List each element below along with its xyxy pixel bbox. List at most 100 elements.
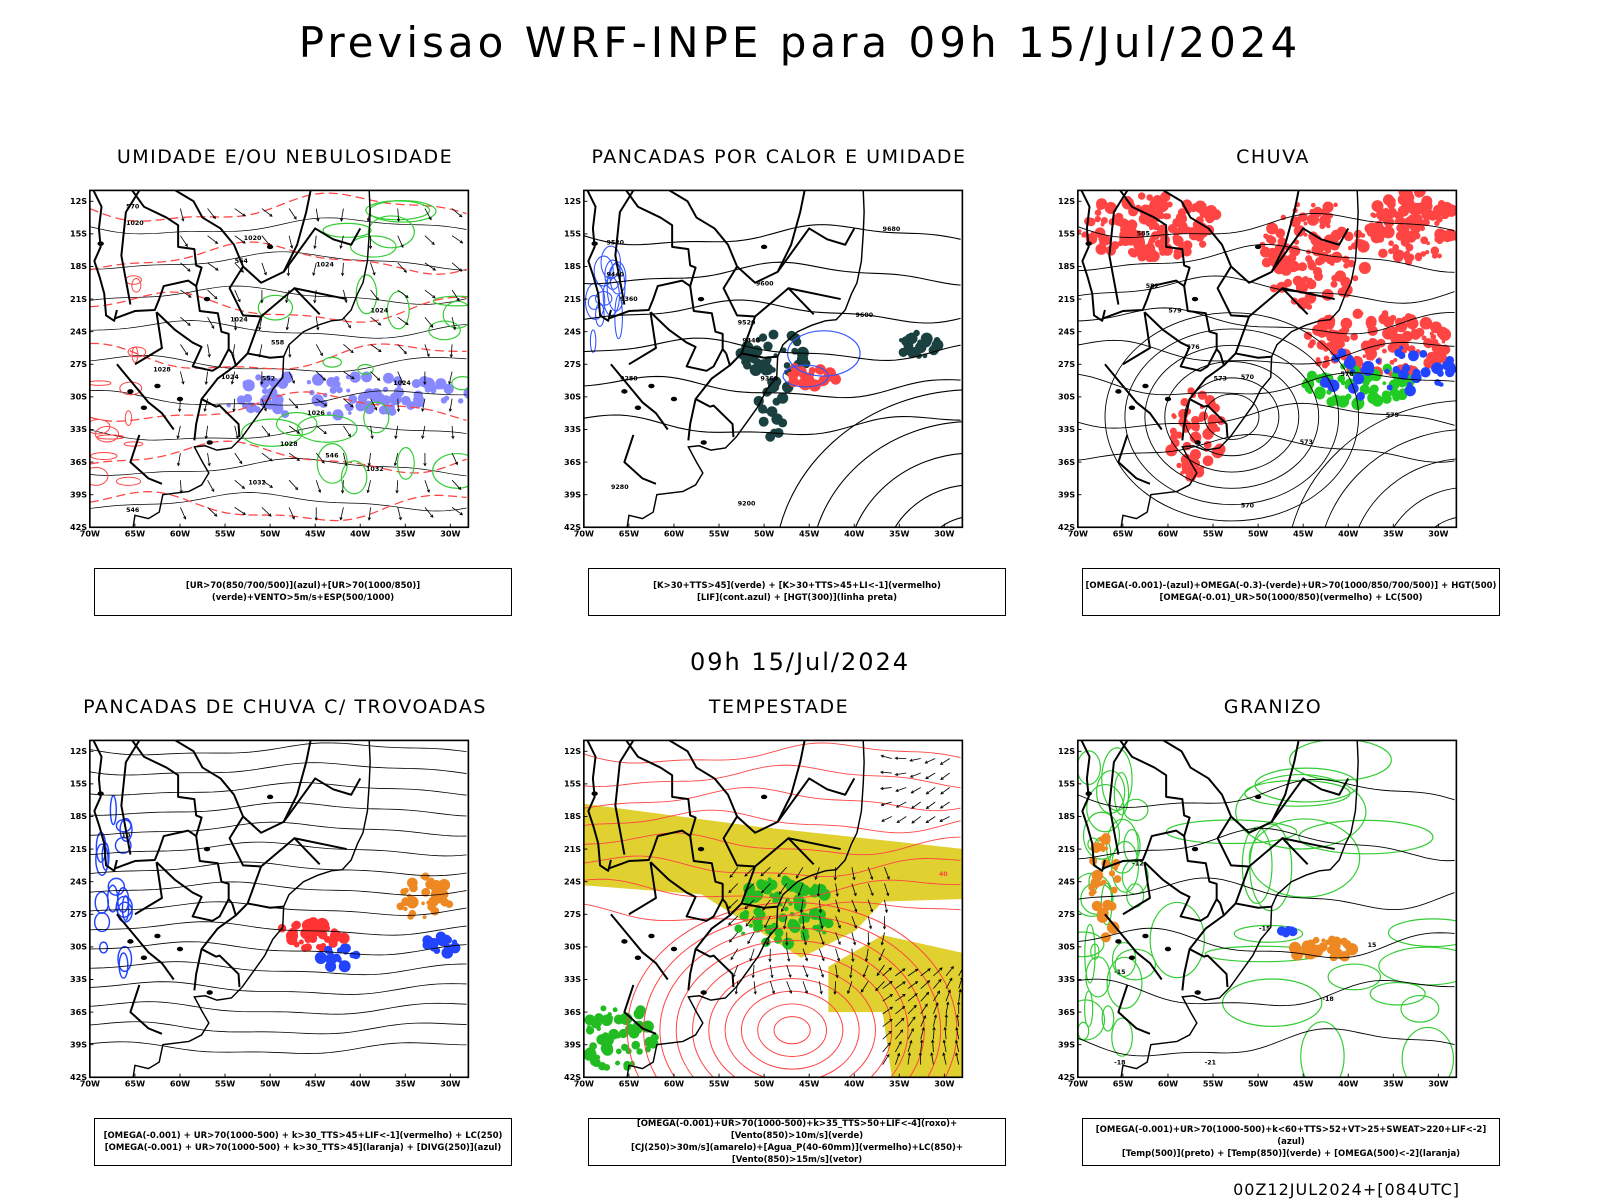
border-line xyxy=(294,837,347,851)
lon-tick-label: 60W xyxy=(664,528,684,538)
wind-vector xyxy=(867,899,873,912)
wind-arrow xyxy=(343,316,351,328)
wind-arrow xyxy=(316,398,327,407)
panel-title: CHUVA xyxy=(1236,146,1310,168)
wind-vector-head xyxy=(781,908,785,913)
wind-arrow xyxy=(343,371,355,380)
wind-arrow-head xyxy=(423,463,427,467)
wind-arrow xyxy=(261,479,273,488)
streamline xyxy=(89,961,467,976)
wind-arrow xyxy=(343,398,354,408)
border-line xyxy=(1117,984,1151,1035)
wind-arrow-head xyxy=(344,299,348,304)
wind-arrow-head xyxy=(293,216,297,220)
wind-vector xyxy=(895,1018,905,1027)
rain-red-area xyxy=(1430,246,1440,256)
wind-vector-head xyxy=(818,909,823,914)
rain-red-area xyxy=(1305,255,1313,263)
lat-tick-label: 27S xyxy=(564,909,581,919)
rain-red-area xyxy=(1100,222,1105,227)
rain-red-area xyxy=(1176,462,1182,469)
wind-arrow xyxy=(261,208,273,217)
wind-green-area xyxy=(615,1048,622,1055)
wind-vector xyxy=(802,916,805,929)
wind-arrow xyxy=(370,371,381,381)
rain-red-area xyxy=(1297,262,1308,272)
wind-vector-head xyxy=(888,1030,892,1034)
rain-red-area xyxy=(1277,237,1287,247)
wind-arrow xyxy=(343,289,347,303)
map[interactable]: 1020 1020 1024 1024 1024 1028 1024 1026 1024 1028… xyxy=(70,172,516,548)
wind-vector xyxy=(851,899,857,912)
map[interactable]: 10 12S 15S 18S 21S 24S 27S 30S 33S 36S 39S 42S 70W 65… xyxy=(70,722,516,1098)
wind-vector-head xyxy=(886,876,890,880)
wind-vector xyxy=(851,867,855,880)
storm-red-area xyxy=(328,938,338,948)
wind-arrow-head xyxy=(242,213,246,217)
map[interactable]: 9680 9600 9520 9440 9360 9280 9520 9440 9360 9280… xyxy=(564,172,1010,548)
divg-area xyxy=(341,963,348,970)
streamline xyxy=(1164,361,1300,473)
border-line xyxy=(131,740,203,837)
border-line xyxy=(116,363,175,431)
wind-green-area xyxy=(793,900,806,912)
k-tts-area xyxy=(771,376,782,387)
wind-arrow xyxy=(205,371,208,385)
wind-arrow xyxy=(315,344,323,356)
wind-arrow xyxy=(315,371,326,381)
rain-red-area xyxy=(1370,212,1376,218)
wind-vector-head xyxy=(835,893,839,897)
humid-high-area xyxy=(226,403,231,408)
wind-vector xyxy=(752,964,755,978)
lon-tick-label: 40W xyxy=(844,1078,864,1088)
wind-arrow xyxy=(342,480,344,493)
wind-arrow-head xyxy=(295,405,299,409)
humid-high-area xyxy=(265,401,275,410)
wind-vector-head xyxy=(910,1027,914,1032)
wind-arrow-head xyxy=(242,240,246,244)
map[interactable]: -12 -15 -18 -21 -15 -18 15 12S 15S 18S 21S 24S 27S 30… xyxy=(1058,722,1504,1098)
rain-red-area xyxy=(1081,233,1086,238)
wind-arrow xyxy=(286,317,290,330)
legend-line: [OMEGA(-0.001)+UR>70(1000-500)+k<60+TTS>… xyxy=(1095,1125,1487,1147)
humid-low-contour xyxy=(131,278,142,293)
rain-red-area xyxy=(1378,248,1388,259)
wind-vector-head xyxy=(744,873,748,877)
k-tts-area xyxy=(921,334,927,339)
rain-red-area xyxy=(1283,278,1293,288)
omega500-area xyxy=(1101,879,1107,885)
lake xyxy=(591,241,598,246)
border-line xyxy=(228,265,321,318)
wind-vector-head xyxy=(957,1001,961,1005)
lake xyxy=(176,396,184,402)
wind-vector-head xyxy=(795,875,799,879)
wind-arrow xyxy=(288,452,300,461)
border-line xyxy=(1101,279,1185,320)
map[interactable]: 40 12S 15S 18S 21S 24S 27S 30S 33S 36S 39S 42S 70W 65… xyxy=(564,722,1010,1098)
omega500-area xyxy=(1321,938,1326,943)
lat-tick-label: 15S xyxy=(564,229,581,239)
wind-vector xyxy=(835,883,838,897)
contour-label: 1032 xyxy=(366,466,384,473)
map[interactable]: 585 582 579 576 573 570 576 573 570 579 12S 15S 18S 2… xyxy=(1058,172,1504,548)
border-line xyxy=(113,279,197,320)
border-line xyxy=(1108,190,1129,305)
border-line xyxy=(1101,829,1185,870)
rain-red-area xyxy=(1442,334,1448,339)
wind-vector xyxy=(850,964,853,978)
border-line xyxy=(740,866,778,909)
isobar xyxy=(89,251,467,271)
lat-tick-label: 18S xyxy=(564,261,581,271)
border-line xyxy=(1162,190,1300,284)
rain-red-area xyxy=(1353,229,1363,239)
wind-arrow-head xyxy=(296,430,300,434)
contour-label: 9280 xyxy=(611,484,629,491)
wind-vector xyxy=(920,1040,923,1052)
border-line xyxy=(131,190,203,287)
wind-green-area xyxy=(816,884,827,895)
rain-red-area xyxy=(1436,253,1442,259)
rain-red-area xyxy=(1413,190,1426,198)
wind-arrow-head xyxy=(214,513,218,517)
wind-vector xyxy=(882,1006,893,1015)
rain-red-area xyxy=(1175,431,1183,439)
